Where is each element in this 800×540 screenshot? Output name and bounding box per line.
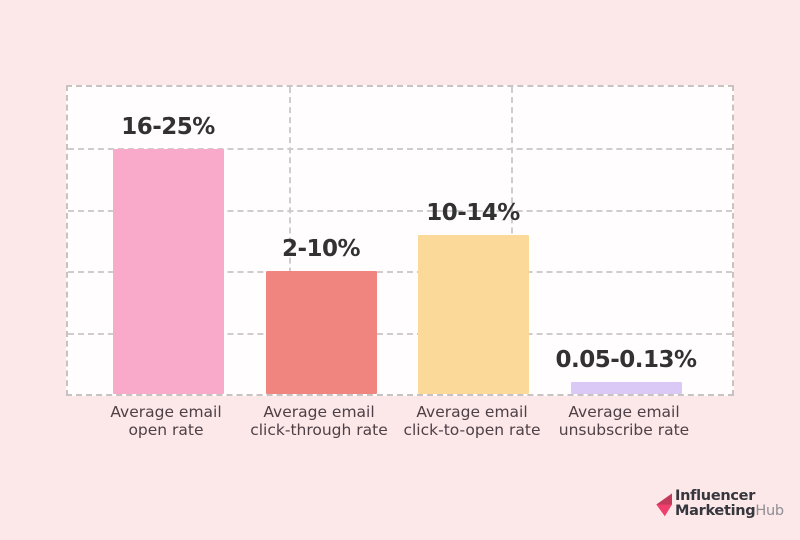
bar-group-click-to-open-rate: 10-14% xyxy=(398,87,548,394)
category-line: Average email xyxy=(263,403,375,421)
brand-name-marketinghub: MarketingHub xyxy=(675,504,784,519)
category-line: Average email xyxy=(568,403,680,421)
category-line: Average email xyxy=(110,403,222,421)
brand-name-influencer: Influencer xyxy=(675,488,756,504)
category-label-open-rate: Average email open rate xyxy=(71,403,261,439)
category-label-click-to-open-rate: Average email click-to-open rate xyxy=(377,403,567,439)
category-label-click-through-rate: Average email click-through rate xyxy=(224,403,414,439)
bar-value-label: 0.05-0.13% xyxy=(555,347,697,374)
bar-click-through-rate xyxy=(265,270,377,394)
category-line: open rate xyxy=(128,421,204,439)
bar-unsubscribe-rate xyxy=(570,382,682,394)
pink-arrow-icon xyxy=(656,492,672,516)
bar-open-rate xyxy=(112,149,224,394)
bar-value-label: 2-10% xyxy=(281,235,361,262)
category-line: click-to-open rate xyxy=(403,421,541,439)
bar-value-label: 10-14% xyxy=(426,199,520,226)
category-line: click-through rate xyxy=(250,421,388,439)
bar-value-label: 16-25% xyxy=(121,114,215,141)
brand-logo-text: Influencer MarketingHub xyxy=(675,489,784,519)
brand-name-hub: Hub xyxy=(755,503,784,519)
bar-click-to-open-rate xyxy=(417,234,529,394)
bar-group-click-through-rate: 2-10% xyxy=(246,87,396,394)
bar-group-unsubscribe-rate: 0.05-0.13% xyxy=(551,87,701,394)
brand-name-marketing: Marketing xyxy=(675,503,756,519)
category-label-unsubscribe-rate: Average email unsubscribe rate xyxy=(529,403,719,439)
brand-logo: Influencer MarketingHub xyxy=(655,489,784,519)
bar-group-open-rate: 16-25% xyxy=(93,87,243,394)
category-line: unsubscribe rate xyxy=(558,421,690,439)
category-line: Average email xyxy=(416,403,528,421)
chart-plot-area: 16-25% 2-10% 10-14% 0.05-0.13% xyxy=(66,85,734,396)
